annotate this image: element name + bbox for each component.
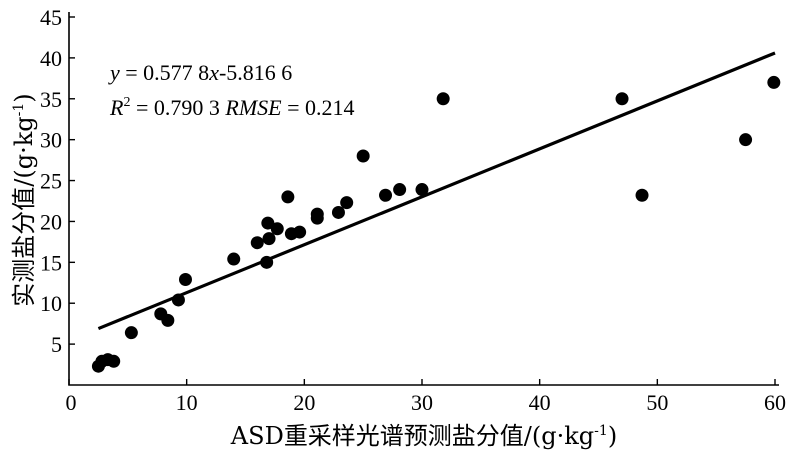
data-point (281, 190, 295, 204)
x-tick-label: 10 (176, 390, 198, 415)
y-axis-ticks: 5 10 15 20 25 30 35 40 45 (40, 5, 75, 357)
y-tick-label: 45 (40, 5, 62, 30)
y-axis-title-text: 实测盐分值/(g·kg (10, 116, 38, 306)
data-point (178, 273, 192, 287)
equation-y: y (108, 60, 120, 85)
y-tick-label: 20 (40, 209, 62, 234)
data-point (107, 354, 121, 368)
x-axis-ticks: 0 10 20 30 40 50 60 (66, 379, 786, 415)
data-point (331, 205, 345, 219)
data-point (393, 183, 407, 197)
y-tick-label: 35 (40, 87, 62, 112)
y-tick-label: 5 (51, 332, 62, 357)
data-point (227, 252, 241, 266)
y-tick-label: 15 (40, 250, 62, 275)
data-point (124, 326, 138, 340)
data-point (767, 75, 781, 89)
x-axis-title: ASD重采样光谱预测盐分值/(g·kg-1) (230, 422, 617, 450)
regression-line (97, 51, 776, 331)
x-tick-label: 0 (66, 390, 77, 415)
x-tick-label: 60 (764, 390, 786, 415)
x-axis-title-end: ) (608, 422, 617, 450)
equation-coefficients: = 0.577 8 (120, 60, 209, 85)
y-tick-label: 10 (40, 291, 62, 316)
data-point (293, 225, 307, 239)
data-point (615, 92, 629, 106)
regression-equation: y = 0.577 8x-5.816 6 (108, 60, 292, 85)
x-tick-label: 20 (293, 390, 315, 415)
data-point (635, 188, 649, 202)
equation-x: x (208, 60, 219, 85)
y-tick-label: 40 (40, 46, 62, 71)
data-point (262, 232, 276, 246)
rmse-value: = 0.214 (282, 95, 355, 120)
x-axis-title-text: ASD重采样光谱预测盐分值/(g·kg (230, 422, 594, 450)
data-point (356, 149, 370, 163)
r-squared-exponent: 2 (123, 95, 130, 110)
data-point (161, 313, 175, 327)
y-tick-label: 30 (40, 128, 62, 153)
data-point (261, 216, 275, 230)
x-tick-label: 50 (646, 390, 668, 415)
x-tick-label: 30 (411, 390, 433, 415)
data-points (91, 75, 781, 373)
y-axis-title-exponent: -1 (11, 103, 27, 117)
y-tick-label: 25 (40, 169, 62, 194)
data-point (739, 133, 753, 147)
data-point (436, 92, 450, 106)
data-point (379, 188, 393, 202)
data-point (415, 183, 429, 197)
fit-statistics: R2 = 0.790 3 RMSE = 0.214 (109, 95, 355, 120)
r-squared-value: = 0.790 3 (130, 95, 225, 120)
equation-intercept: -5.816 6 (219, 60, 292, 85)
y-axis-title-end: ) (10, 93, 38, 102)
data-point (340, 196, 354, 210)
data-point (250, 236, 264, 250)
x-axis-title-exponent: -1 (594, 423, 608, 439)
data-point (310, 207, 324, 221)
x-tick-label: 40 (529, 390, 551, 415)
rmse-symbol: RMSE (224, 95, 282, 120)
data-point (270, 222, 284, 236)
y-axis-title: 实测盐分值/(g·kg-1) (10, 93, 38, 306)
r-squared-symbol: R (109, 95, 124, 120)
